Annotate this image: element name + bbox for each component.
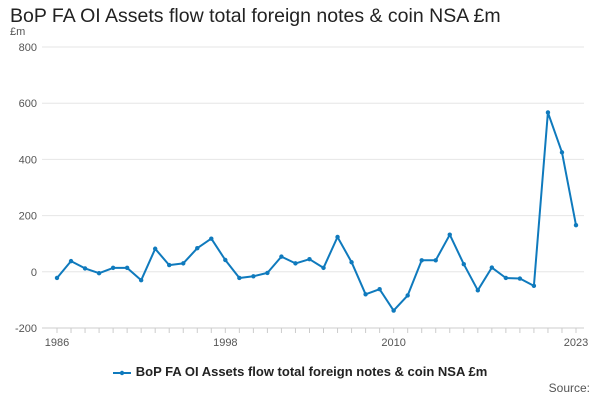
data-point — [223, 257, 228, 263]
data-point — [251, 274, 256, 279]
data-point — [321, 265, 326, 271]
data-point — [167, 262, 172, 268]
data-point — [307, 256, 312, 262]
y-tick-label: 200 — [19, 211, 37, 223]
y-tick-label: 400 — [19, 154, 37, 166]
axes: -200 0 200 400 600 800 1986 1998 2010 2023 — [15, 42, 588, 349]
y-tick-label: 0 — [31, 267, 37, 279]
data-point — [293, 261, 298, 266]
chart-title: BoP FA OI Assets flow total foreign note… — [10, 5, 501, 27]
data-point — [68, 258, 74, 264]
legend-swatch — [112, 370, 131, 375]
data-point — [138, 278, 144, 283]
x-tick-label: 1998 — [213, 337, 237, 349]
data-point — [545, 110, 551, 115]
data-point — [124, 265, 130, 271]
data-point — [363, 292, 368, 297]
data-point — [96, 271, 102, 276]
data-point — [110, 265, 116, 271]
y-tick-label: 600 — [19, 98, 37, 110]
data-point — [517, 276, 523, 281]
data-point — [405, 293, 410, 298]
data-point — [433, 258, 438, 263]
data-point — [447, 232, 452, 237]
gridlines — [42, 46, 584, 329]
y-tick-label: -200 — [15, 323, 37, 335]
series-line — [56, 111, 577, 312]
data-point — [335, 234, 340, 240]
y-tick-label: 800 — [19, 42, 37, 54]
source-label: Source: — [548, 381, 590, 395]
legend-label: BoP FA OI Assets flow total foreign note… — [135, 364, 488, 379]
data-point — [279, 254, 284, 259]
data-point — [461, 262, 466, 267]
data-point — [265, 270, 270, 276]
data-point — [237, 275, 242, 281]
data-point — [54, 275, 60, 281]
data-point — [489, 265, 495, 270]
series-layer — [54, 110, 579, 313]
data-point — [419, 258, 424, 263]
legend[interactable]: BoP FA OI Assets flow total foreign note… — [0, 364, 600, 379]
data-point — [195, 245, 200, 251]
data-point — [573, 222, 579, 228]
data-point — [181, 261, 186, 266]
data-point — [377, 287, 382, 292]
x-tick-label: 2010 — [381, 337, 405, 349]
data-point — [82, 266, 88, 271]
y-axis-unit-label: £m — [10, 26, 26, 38]
data-point — [209, 236, 214, 241]
data-point — [391, 308, 396, 313]
x-tick-label: 2023 — [564, 337, 588, 349]
data-point — [349, 260, 354, 265]
data-point — [531, 283, 537, 289]
data-point — [475, 288, 481, 293]
data-point — [503, 275, 509, 281]
x-tick-label: 1986 — [45, 337, 69, 349]
data-point — [559, 150, 565, 155]
data-point — [152, 246, 158, 251]
